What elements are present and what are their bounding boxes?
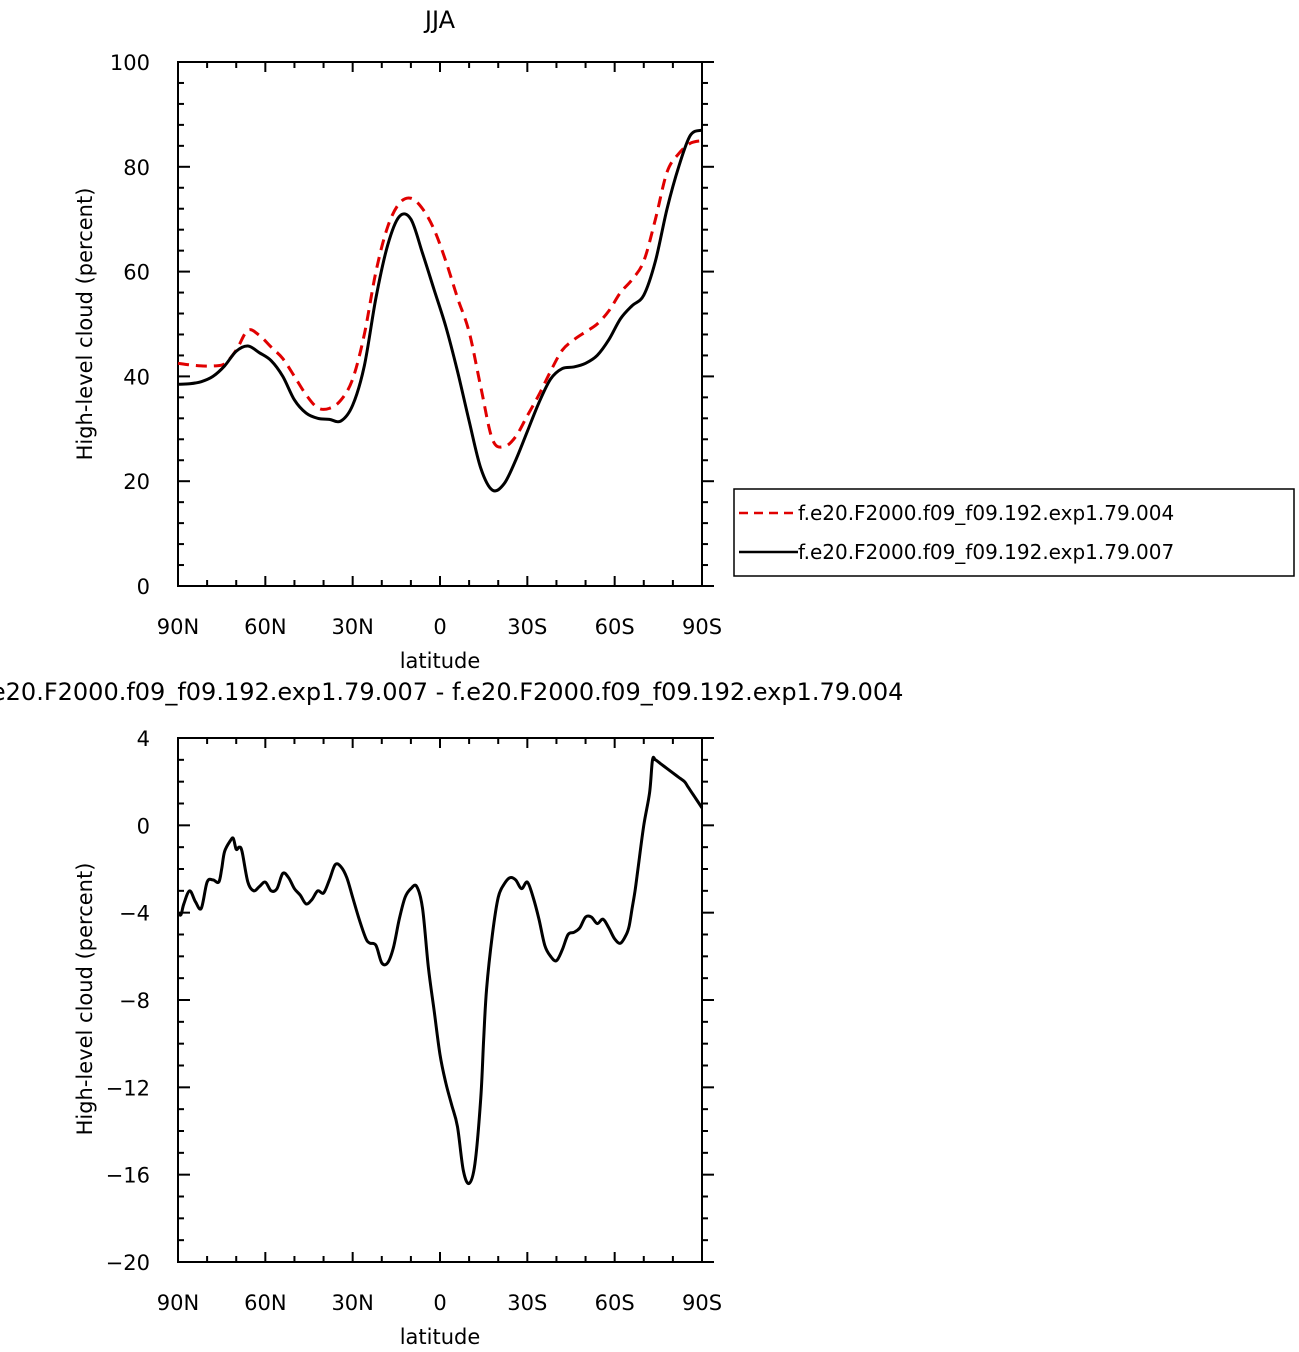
x-tick-label: 60N: [244, 615, 286, 639]
plot-frame: [177, 737, 703, 1263]
y-tick-label: −16: [106, 1164, 150, 1188]
x-tick-label: 90N: [157, 1291, 199, 1315]
y-tick-label: 60: [123, 261, 150, 285]
bottom-chart-panel: f.e20.F2000.f09_f09.192.exp1.79.007 - f.…: [0, 678, 903, 1349]
y-tick-label: 20: [123, 470, 150, 494]
top-chart-legend: f.e20.F2000.f09_f09.192.exp1.79.004 f.e2…: [733, 488, 1295, 577]
y-tick-label: 4: [137, 727, 150, 751]
top-chart-title: JJA: [423, 6, 456, 34]
y-tick-label: −20: [106, 1251, 150, 1275]
x-tick-label: 0: [433, 615, 446, 639]
x-tick-label: 30S: [507, 615, 547, 639]
y-tick-label: 40: [123, 365, 150, 389]
series-line-1: [177, 139, 703, 449]
bottom-chart-y-axis-label: High-level cloud (percent): [73, 863, 97, 1136]
y-tick-label: −12: [106, 1076, 150, 1100]
y-tick-label: −4: [119, 902, 150, 926]
top-chart-y-axis-label: High-level cloud (percent): [73, 188, 97, 461]
legend-entry-series-2: f.e20.F2000.f09_f09.192.exp1.79.007: [798, 540, 1174, 564]
top-chart-x-axis-label: latitude: [400, 649, 481, 673]
top-chart-panel: JJA High-level cloud (percent) latitude …: [73, 6, 722, 673]
y-tick-label: 100: [110, 51, 150, 75]
x-tick-label: 90S: [682, 615, 722, 639]
x-tick-label: 90S: [682, 1291, 722, 1315]
legend-box: [733, 488, 1295, 577]
y-tick-label: 0: [137, 575, 150, 599]
x-tick-label: 30N: [331, 615, 373, 639]
plot-frame: [177, 61, 703, 587]
y-tick-label: −8: [119, 989, 150, 1013]
x-tick-label: 90N: [157, 615, 199, 639]
y-tick-label: 0: [137, 814, 150, 838]
x-tick-label: 30S: [507, 1291, 547, 1315]
x-tick-label: 0: [433, 1291, 446, 1315]
legend-entry-series-1: f.e20.F2000.f09_f09.192.exp1.79.004: [798, 501, 1174, 525]
bottom-chart-title: f.e20.F2000.f09_f09.192.exp1.79.007 - f.…: [0, 678, 903, 706]
series-line-1: [176, 755, 704, 1186]
bottom-chart-x-axis-label: latitude: [400, 1325, 481, 1349]
y-tick-label: 80: [123, 156, 150, 180]
x-tick-label: 60S: [595, 1291, 635, 1315]
x-tick-label: 60N: [244, 1291, 286, 1315]
x-tick-label: 30N: [331, 1291, 373, 1315]
series-line-2: [177, 128, 703, 493]
x-tick-label: 60S: [595, 615, 635, 639]
